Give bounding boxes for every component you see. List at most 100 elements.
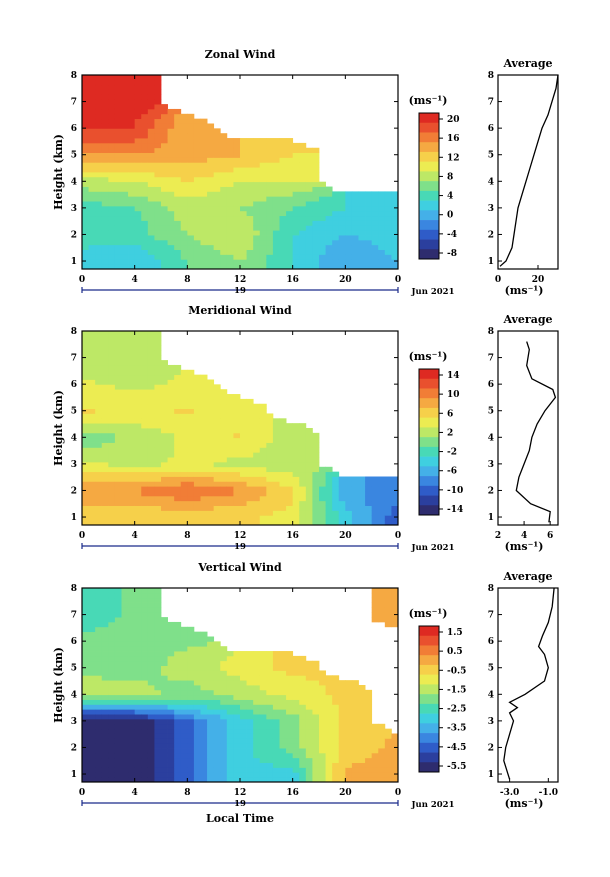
- heatmap-cell: [246, 167, 254, 173]
- heatmap-cell: [305, 772, 313, 778]
- heatmap-cell: [114, 418, 122, 424]
- heatmap-cell: [338, 699, 346, 705]
- heatmap-cell: [272, 210, 280, 217]
- heatmap-cell: [128, 757, 136, 763]
- heatmap-cell: [154, 167, 162, 173]
- heatmap-cell: [114, 486, 122, 492]
- heatmap-cell: [101, 138, 109, 144]
- heatmap-cell: [180, 675, 188, 681]
- heatmap-cell: [82, 428, 89, 434]
- heatmap-cell: [167, 186, 175, 192]
- heatmap-cell: [121, 264, 129, 270]
- heatmap-cell: [253, 491, 261, 497]
- heatmap-cell: [167, 452, 175, 458]
- heatmap-cell: [312, 147, 320, 153]
- heatmap-cell: [233, 230, 241, 236]
- heatmap-cell: [187, 215, 195, 221]
- heatmap-cell: [226, 162, 234, 168]
- heatmap-cell: [266, 142, 274, 149]
- heatmap-cell: [128, 215, 136, 221]
- heatmap-cell: [147, 495, 155, 502]
- heatmap-cell: [121, 398, 129, 405]
- heatmap-cell: [266, 748, 274, 754]
- heatmap-cell: [134, 244, 142, 250]
- heatmap-cell: [351, 728, 359, 734]
- heatmap-cell: [128, 602, 136, 608]
- heatmap-cell: [312, 235, 320, 241]
- heatmap-cell: [259, 186, 267, 192]
- heatmap-cell: [95, 665, 103, 671]
- heatmap-cell: [141, 670, 149, 676]
- heatmap-cell: [108, 75, 116, 81]
- heatmap-cell: [108, 355, 116, 361]
- heatmap-cell: [220, 714, 228, 720]
- heatmap-cell: [272, 675, 280, 681]
- heatmap-cell: [259, 767, 267, 773]
- heatmap-cell: [332, 685, 340, 691]
- heatmap-cell: [187, 147, 195, 153]
- heatmap-cell: [226, 733, 234, 739]
- heatmap-cell: [253, 651, 261, 657]
- heatmap-cell: [167, 457, 175, 463]
- heatmap-cell: [154, 466, 162, 473]
- heatmap-cell: [147, 597, 155, 603]
- heatmap-cell: [121, 461, 129, 468]
- heatmap-cell: [121, 655, 129, 662]
- heatmap-cell: [286, 205, 294, 212]
- heatmap-cell: [292, 757, 300, 763]
- heatmap-cell: [371, 777, 379, 783]
- heatmap-cell: [358, 210, 366, 217]
- heatmap-cell: [253, 210, 261, 217]
- heatmap-cell: [200, 191, 208, 197]
- heatmap-cell: [279, 495, 287, 502]
- heatmap-cell: [213, 162, 221, 168]
- heatmap-cell: [88, 413, 96, 419]
- heatmap-cell: [88, 592, 96, 599]
- heatmap-cell: [101, 777, 109, 783]
- heatmap-cell: [121, 694, 129, 700]
- heatmap-cell: [95, 704, 103, 710]
- heatmap-cell: [272, 432, 280, 439]
- heatmap-cell: [141, 704, 149, 710]
- heatmap-cell: [259, 704, 267, 710]
- heatmap-cell: [167, 191, 175, 197]
- heatmap-cell: [220, 491, 228, 497]
- heatmap-cell: [154, 636, 162, 642]
- heatmap-cell: [108, 437, 116, 443]
- heatmap-cell: [147, 249, 155, 255]
- heatmap-cell: [180, 646, 188, 652]
- heatmap-cell: [82, 520, 89, 526]
- heatmap-cell: [286, 772, 294, 778]
- heatmap-cell: [233, 510, 241, 516]
- heatmap-cell: [292, 714, 300, 720]
- heatmap-cell: [213, 500, 221, 506]
- heatmap-cell: [312, 660, 320, 666]
- heatmap-cell: [88, 191, 96, 197]
- heatmap-cell: [141, 675, 149, 681]
- heatmap-cell: [378, 500, 386, 506]
- heatmap-cell: [220, 181, 228, 187]
- heatmap-cell: [128, 636, 136, 642]
- heatmap-cell: [266, 205, 274, 212]
- heatmap-cell: [233, 147, 241, 153]
- heatmap-cell: [121, 364, 129, 371]
- heatmap-cell: [134, 432, 142, 439]
- heatmap-cell: [108, 413, 116, 419]
- heatmap-cell: [213, 680, 221, 686]
- heatmap-cell: [351, 757, 359, 763]
- heatmap-cell: [207, 777, 215, 783]
- heatmap-cell: [286, 196, 294, 202]
- heatmap-cell: [101, 704, 109, 710]
- heatmap-cell: [384, 476, 392, 482]
- heatmap-cell: [161, 515, 168, 521]
- x-tick-label: 0: [79, 531, 85, 541]
- heatmap-cell: [154, 520, 162, 526]
- heatmap-cell: [345, 254, 353, 260]
- heatmap-cell: [365, 505, 373, 511]
- heatmap-cell: [325, 733, 333, 739]
- heatmap-cell: [220, 752, 228, 759]
- heatmap-cell: [167, 466, 175, 473]
- heatmap-cell: [141, 79, 149, 86]
- heatmap-cell: [121, 772, 129, 778]
- heatmap-cell: [286, 423, 294, 429]
